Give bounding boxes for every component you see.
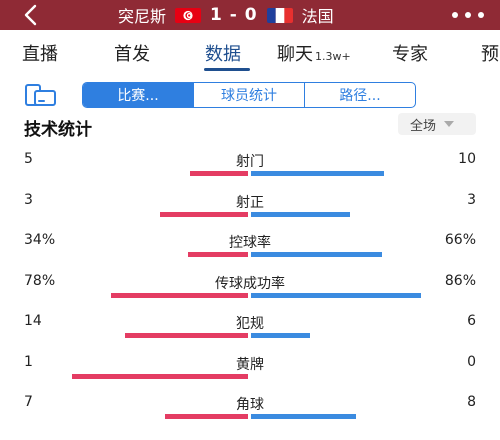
away-stat-bar bbox=[251, 252, 382, 257]
home-stat-bar bbox=[160, 212, 248, 217]
stat-label: 犯规 bbox=[236, 316, 264, 332]
stat-label: 传球成功率 bbox=[215, 276, 285, 292]
tab-live[interactable]: 直播 bbox=[22, 44, 58, 65]
stat-row: 78% 传球成功率 86% bbox=[0, 273, 500, 313]
match-score: 1 - 0 bbox=[210, 5, 258, 25]
stat-label: 控球率 bbox=[229, 235, 271, 251]
tab-chat[interactable]: 聊天 1.3w+ bbox=[277, 40, 351, 66]
france-flag-icon bbox=[266, 7, 293, 23]
stat-row: 14 犯规 6 bbox=[0, 313, 500, 353]
away-stat-bar bbox=[251, 414, 356, 419]
away-stat-bar bbox=[251, 333, 310, 338]
stat-row: 1 黄牌 0 bbox=[0, 354, 500, 394]
stats-segment-control: 比赛... 球员统计 路径... bbox=[82, 82, 416, 108]
stat-row: 3 射正 3 bbox=[0, 192, 500, 232]
more-icon[interactable] bbox=[452, 10, 484, 20]
segment-player-stats[interactable]: 球员统计 bbox=[194, 83, 305, 107]
away-stat-bar bbox=[251, 293, 421, 298]
away-stat-bar bbox=[251, 212, 350, 217]
stat-label: 射门 bbox=[236, 154, 264, 170]
chat-count-badge: 1.3w+ bbox=[315, 50, 351, 63]
tab-data[interactable]: 数据 bbox=[205, 44, 241, 65]
segment-match[interactable]: 比赛... bbox=[83, 83, 194, 107]
stat-label: 角球 bbox=[236, 397, 264, 413]
stat-label: 射正 bbox=[236, 195, 264, 211]
away-stat-value: 66% bbox=[444, 232, 476, 248]
tab-chat-label: 聊天 bbox=[277, 44, 313, 65]
away-team-name: 法国 bbox=[301, 7, 334, 26]
home-stat-value: 3 bbox=[24, 192, 33, 208]
away-stat-value: 86% bbox=[444, 273, 476, 289]
stat-row: 5 射门 10 bbox=[0, 151, 500, 191]
tunisia-flag-icon bbox=[175, 7, 202, 23]
away-stat-value: 8 bbox=[467, 394, 476, 410]
home-stat-value: 78% bbox=[24, 273, 56, 289]
away-stat-value: 6 bbox=[467, 313, 476, 329]
home-stat-value: 34% bbox=[24, 232, 56, 248]
away-stat-value: 0 bbox=[467, 354, 476, 370]
tab-prediction[interactable]: 预 bbox=[481, 44, 499, 65]
home-stat-bar bbox=[111, 293, 248, 298]
home-stat-value: 7 bbox=[24, 394, 33, 410]
chevron-down-icon bbox=[444, 121, 455, 127]
scope-value: 全场 bbox=[410, 118, 437, 134]
back-icon[interactable] bbox=[20, 3, 42, 27]
device-switch-icon[interactable] bbox=[24, 80, 58, 108]
home-stat-value: 1 bbox=[24, 354, 33, 370]
home-stat-value: 14 bbox=[24, 313, 42, 329]
away-stat-value: 10 bbox=[458, 151, 476, 167]
away-stat-bar bbox=[251, 171, 384, 176]
stat-row: 7 角球 8 bbox=[0, 394, 500, 434]
home-stat-bar bbox=[165, 414, 248, 419]
match-scoreline: 突尼斯 1 - 0 法国 bbox=[118, 2, 334, 28]
home-team-name: 突尼斯 bbox=[118, 7, 167, 26]
tab-bar: 直播 首发 数据 聊天 1.3w+ 专家 预 bbox=[0, 30, 500, 72]
home-stat-bar bbox=[190, 171, 248, 176]
away-stat-value: 3 bbox=[467, 192, 476, 208]
stat-row: 34% 控球率 66% bbox=[0, 232, 500, 272]
match-header: 突尼斯 1 - 0 法国 bbox=[0, 0, 500, 30]
section-title: 技术统计 bbox=[24, 120, 92, 140]
home-stat-bar bbox=[72, 374, 248, 379]
stat-label: 黄牌 bbox=[236, 357, 264, 373]
tab-lineup[interactable]: 首发 bbox=[114, 44, 150, 65]
tab-expert[interactable]: 专家 bbox=[392, 44, 428, 65]
segment-path[interactable]: 路径... bbox=[339, 88, 381, 104]
home-stat-bar bbox=[188, 252, 248, 257]
home-stat-bar bbox=[125, 333, 248, 338]
home-stat-value: 5 bbox=[24, 151, 33, 167]
active-tab-indicator bbox=[204, 68, 250, 71]
scope-dropdown[interactable]: 全场 bbox=[398, 113, 476, 135]
